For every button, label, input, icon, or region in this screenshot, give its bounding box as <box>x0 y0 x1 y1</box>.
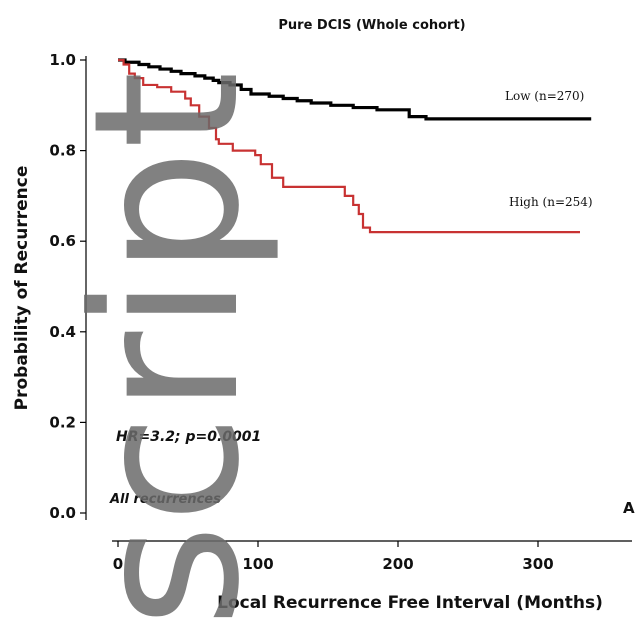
watermark: script <box>51 71 284 620</box>
series-line-high <box>118 58 580 234</box>
y-tick-label: 0.8 <box>49 142 76 160</box>
series-line-low <box>118 58 592 121</box>
x-axis-ticks: 0 100 200 300 <box>113 541 554 573</box>
x-tick-label: 100 <box>242 555 273 573</box>
series-label-high: High (n=254) <box>509 195 593 209</box>
x-tick-label: 300 <box>522 555 553 573</box>
survival-curves <box>118 58 592 234</box>
recurrence-type-annotation: All recurrences <box>109 492 221 507</box>
y-tick-label: 0.6 <box>49 232 76 250</box>
series-label-low: Low (n=270) <box>505 89 584 103</box>
y-tick-label: 0.4 <box>49 323 76 341</box>
y-axis-ticks: 0.0 0.2 0.4 0.6 0.8 1.0 <box>49 51 86 522</box>
x-axis-label: Local Recurrence Free Interval (Months) <box>217 593 603 613</box>
x-tick-label: 0 <box>113 555 123 573</box>
y-tick-label: 0.0 <box>49 504 76 522</box>
hazard-ratio-annotation: HR=3.2; p=0.0001 <box>116 429 261 445</box>
x-tick-label: 200 <box>382 555 413 573</box>
y-tick-label: 0.2 <box>49 413 76 431</box>
y-tick-label: 1.0 <box>49 51 76 69</box>
chart-title: Pure DCIS (Whole cohort) <box>278 18 465 33</box>
panel-letter: A <box>623 499 635 517</box>
y-axis-label: Probability of Recurrence <box>12 166 32 411</box>
